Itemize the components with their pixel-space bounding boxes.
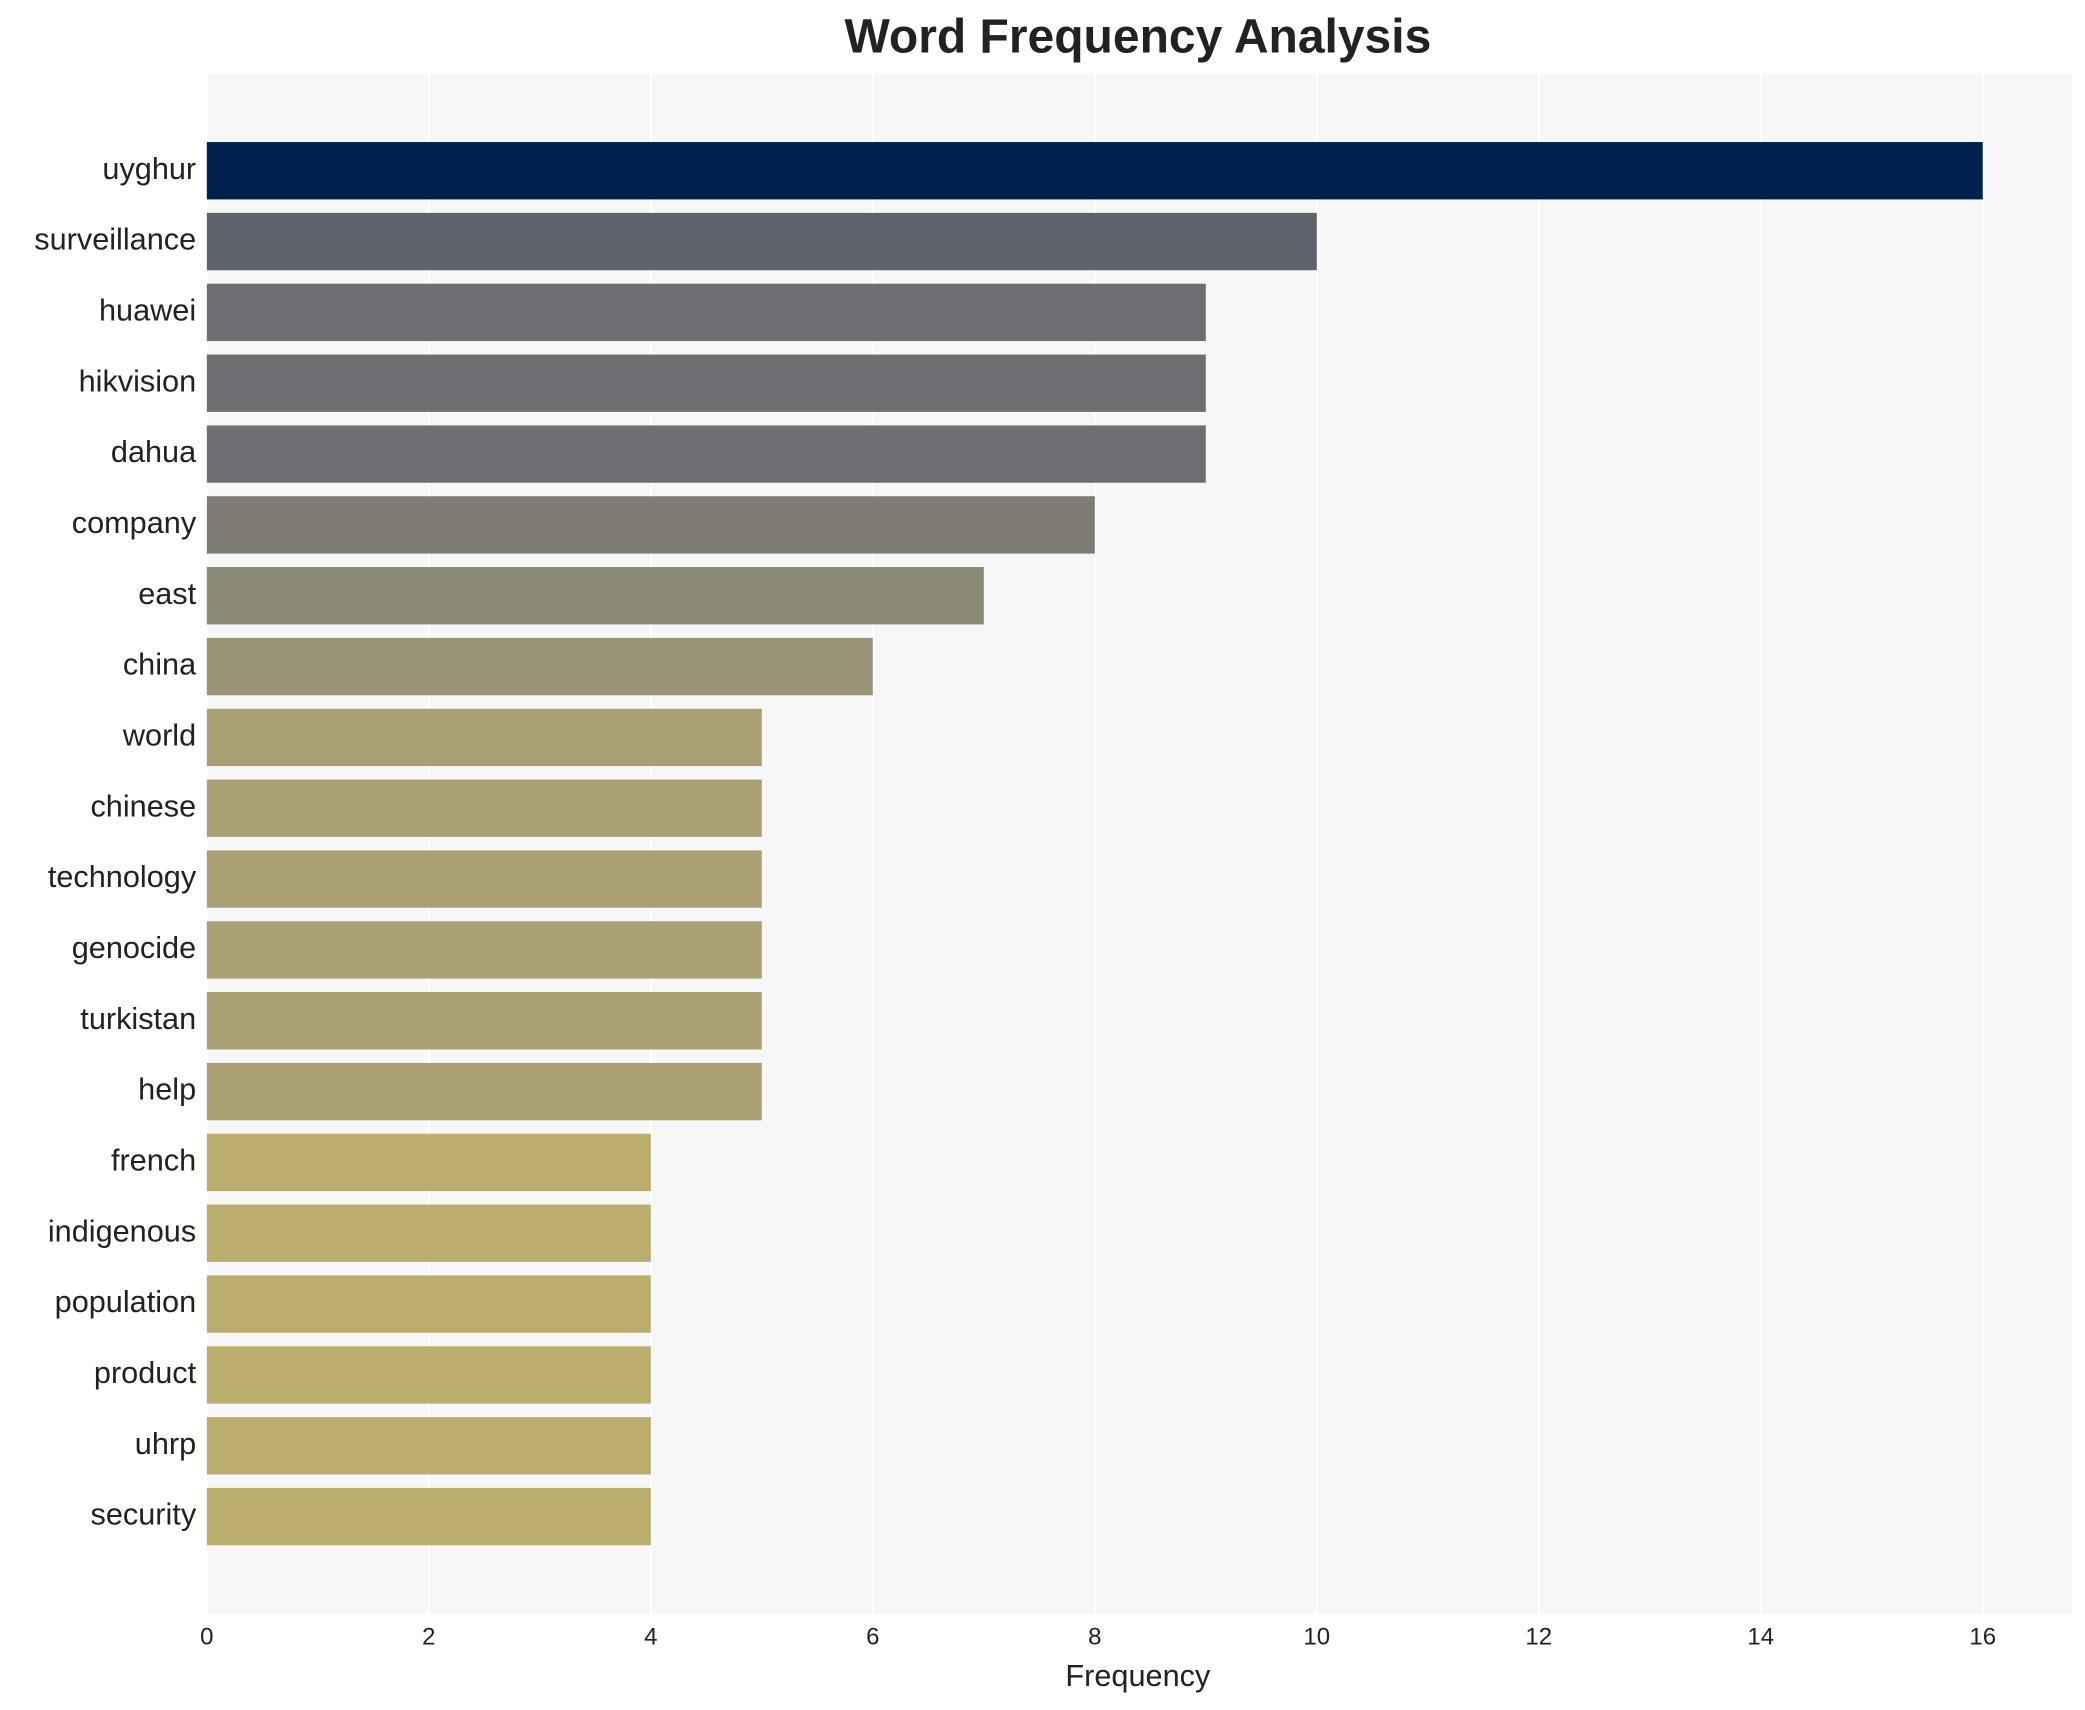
bar [206,921,762,979]
y-tick-label: dahua [111,435,197,469]
bar [206,1487,651,1546]
y-tick-label: security [91,1498,197,1532]
bar [206,425,1206,483]
bar [206,1417,651,1475]
y-tick-label: population [55,1285,197,1319]
bar [206,708,762,767]
bar [206,1275,651,1333]
y-tick-label: technology [48,860,197,894]
y-tick-label: uhrp [135,1427,196,1461]
x-axis-label: Frequency [1065,1659,1211,1693]
bar [206,1062,762,1121]
x-tick-label: 16 [1969,1623,1996,1650]
y-tick-label: company [72,506,197,540]
chart-title: Word Frequency Analysis [844,11,1431,64]
bar [206,779,762,837]
x-tick-label: 8 [1088,1623,1101,1650]
bar [206,142,1983,200]
y-tick-label: french [111,1144,196,1178]
y-tick-label: genocide [72,931,196,965]
y-tick-label: surveillance [34,223,196,257]
y-tick-label: huawei [99,294,196,328]
bar [206,1204,651,1262]
y-tick-label: china [123,648,197,682]
bar [206,637,873,696]
bar [206,1133,651,1192]
bar [206,354,1206,412]
y-tick-label: product [94,1356,197,1390]
y-tick-label: hikvision [79,364,197,398]
y-tick-label: indigenous [48,1214,196,1248]
bar [206,496,1095,554]
x-tick-label: 10 [1303,1623,1330,1650]
y-tick-label: uyghur [102,152,196,186]
bar [206,283,1206,342]
x-tick-label: 4 [644,1623,657,1650]
x-tick-label: 14 [1747,1623,1774,1650]
bar [206,992,762,1050]
y-tick-label: turkistan [80,1002,196,1036]
y-tick-label: chinese [90,789,196,823]
bar [206,212,1317,271]
y-tick-label: world [122,719,196,753]
bar [206,850,762,908]
x-tick-label: 0 [200,1623,213,1650]
bar [206,567,984,625]
x-tick-label: 12 [1525,1623,1552,1650]
x-tick-label: 6 [866,1623,879,1650]
x-tick-label: 2 [422,1623,435,1650]
y-tick-label: east [138,577,196,611]
bar [206,1346,651,1404]
y-tick-label: help [138,1073,196,1107]
